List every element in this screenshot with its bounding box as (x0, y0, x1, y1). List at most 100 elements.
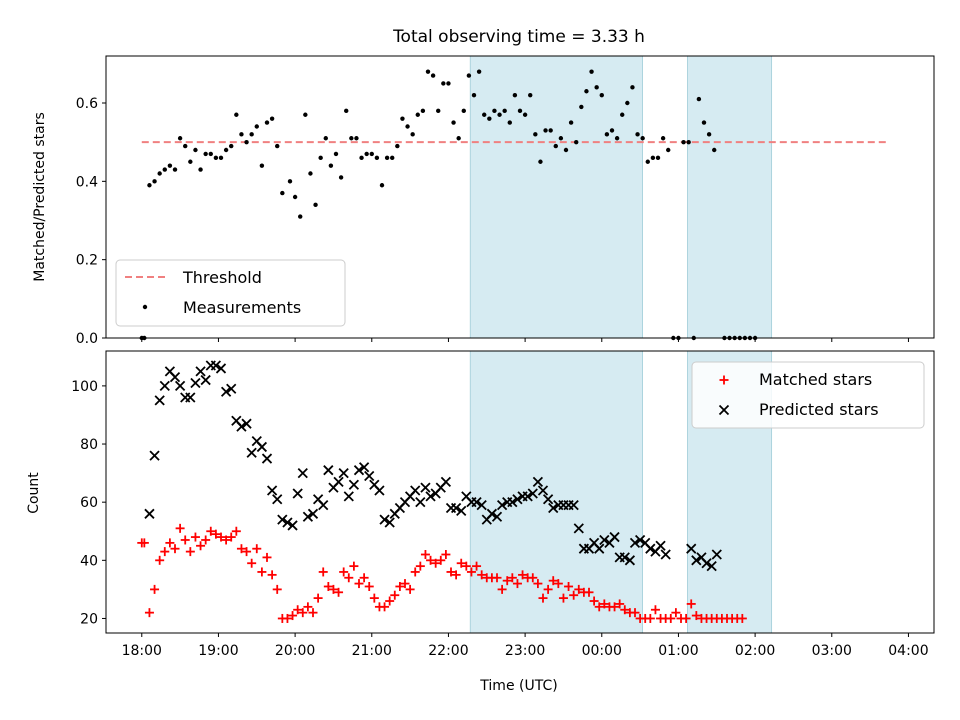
matched-star-mark (441, 550, 451, 560)
measurement-point (425, 69, 431, 74)
measurement-point (476, 69, 482, 74)
measurement-point (344, 108, 349, 114)
matched-star-mark (221, 535, 231, 545)
measurement-point (553, 143, 558, 149)
predicted-star-mark (522, 491, 533, 502)
predicted-star-mark (701, 558, 712, 569)
matched-star-mark (257, 567, 267, 577)
matched-star-mark (548, 576, 558, 586)
matched-star-mark (226, 532, 236, 542)
matched-star-mark (436, 555, 446, 565)
matched-star-mark (507, 573, 517, 583)
matched-star-mark (349, 561, 359, 571)
y-tick-label: 0.2 (76, 253, 98, 269)
predicted-star-mark (292, 488, 303, 499)
measurement-point (359, 155, 364, 161)
predicted-star-mark (634, 534, 646, 546)
matched-star-mark (497, 584, 507, 594)
measurement-point (706, 132, 712, 137)
matched-star-mark (400, 579, 410, 589)
measurement-point (599, 92, 604, 98)
y-tick-label: 0.4 (76, 174, 98, 190)
x-axis-label: Time (UTC) (479, 678, 557, 694)
bottom-y-axis-label: Count (26, 472, 42, 514)
predicted-star-mark (364, 470, 375, 482)
measurement-point (234, 112, 239, 117)
measurement-point (308, 171, 313, 176)
measurement-point (517, 108, 523, 114)
matched-star-mark (267, 570, 277, 580)
matched-star-mark (466, 567, 476, 577)
predicted-star-mark (496, 499, 508, 511)
predicted-star-mark (333, 476, 344, 487)
matched-star-mark (201, 535, 211, 545)
predicted-star-mark (297, 467, 308, 479)
measurement-point (369, 151, 374, 157)
measurement-point (645, 159, 650, 164)
predicted-star-mark (660, 549, 671, 560)
predicted-star-mark (599, 534, 610, 546)
matched-star-mark (252, 544, 262, 554)
matched-star-mark (190, 532, 200, 542)
measurement-point (287, 179, 293, 184)
measurement-point (507, 120, 512, 125)
y-tick-label: 60 (80, 495, 98, 511)
measurement-point (415, 112, 420, 117)
matched-star-mark (395, 581, 405, 591)
measurement-point (701, 120, 707, 125)
x-tick-label: 23:00 (505, 643, 545, 659)
measurement-point (660, 136, 666, 141)
predicted-star-mark (629, 537, 641, 549)
measurement-point (405, 124, 410, 129)
legend-threshold-label: Threshold (182, 268, 262, 287)
measurement-point (280, 190, 285, 196)
predicted-star-mark (420, 482, 431, 493)
measurement-point (502, 108, 507, 114)
measurement-point (203, 151, 208, 157)
matched-star-mark (318, 567, 328, 577)
predicted-star-mark (353, 465, 365, 476)
matched-star-mark (180, 535, 190, 545)
measurement-point (666, 147, 671, 153)
predicted-star-mark (594, 543, 605, 554)
measurement-point (198, 167, 203, 172)
predicted-star-mark (190, 377, 201, 389)
predicted-star-mark (159, 380, 170, 392)
legend-predicted-label: Predicted stars (759, 400, 879, 419)
measurement-point (487, 116, 492, 121)
measurement-point (635, 132, 640, 137)
measurement-point (430, 73, 436, 78)
measurement-point (436, 108, 441, 114)
matched-star-mark (645, 613, 655, 623)
measurement-point (625, 100, 630, 106)
measurement-point (686, 139, 691, 145)
matched-star-mark (211, 529, 221, 539)
x-tick-label: 18:00 (122, 643, 162, 659)
predicted-star-mark (609, 531, 620, 543)
measurement-point (451, 120, 456, 125)
measurement-point (492, 108, 497, 114)
measurement-point (364, 151, 369, 157)
predicted-star-mark (645, 543, 656, 554)
measurement-point (354, 136, 359, 141)
predicted-star-mark (358, 462, 370, 473)
legend-measurement-swatch (142, 304, 148, 310)
predicted-star-mark (410, 485, 421, 496)
measurement-point (303, 112, 308, 117)
measurement-point (298, 214, 303, 219)
measurement-point (349, 136, 354, 141)
legend-matched-label: Matched stars (759, 370, 872, 389)
predicted-star-mark (532, 476, 544, 487)
measurement-point (188, 159, 193, 164)
measurement-point (162, 167, 167, 172)
predicted-star-mark (241, 418, 252, 429)
measurement-point (269, 116, 275, 121)
predicted-star-mark (302, 511, 314, 522)
x-tick-label: 04:00 (888, 643, 928, 659)
matched-star-mark (681, 613, 691, 623)
matched-star-mark (334, 587, 344, 597)
measurement-point (379, 183, 385, 188)
predicted-star-mark (624, 555, 636, 566)
predicted-star-mark (619, 552, 630, 563)
measurement-point (223, 147, 229, 153)
